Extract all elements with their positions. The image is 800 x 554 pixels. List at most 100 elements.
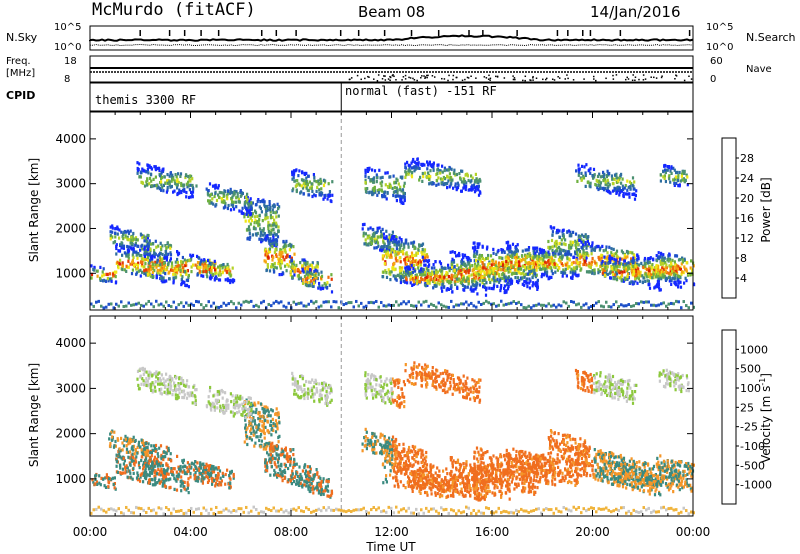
ground-scatter-cell (640, 300, 643, 303)
heatmap-cell (213, 264, 215, 267)
heatmap-cell (116, 226, 118, 229)
heatmap-cell (140, 274, 142, 277)
heatmap-cell (376, 176, 378, 179)
heatmap-cell (399, 256, 401, 259)
heatmap-cell (590, 263, 592, 266)
nave-dot (432, 75, 434, 77)
heatmap-cell (214, 192, 216, 195)
ground-scatter-cell (560, 304, 563, 307)
heatmap-cell (433, 263, 435, 266)
heatmap-cell (151, 185, 153, 188)
heatmap-cell (514, 251, 516, 254)
heatmap-cell (660, 173, 662, 176)
heatmap-cell (306, 284, 308, 287)
heatmap-cell (146, 179, 148, 182)
nave-dot (412, 78, 414, 80)
heatmap-cell (180, 191, 182, 194)
heatmap-cell (392, 231, 394, 234)
heatmap-cell (299, 191, 301, 194)
heatmap-cell (517, 267, 519, 270)
nave-dot (486, 77, 488, 79)
heatmap-cell (575, 169, 577, 172)
heatmap-cell (277, 225, 279, 228)
nave-dot (424, 77, 426, 79)
heatmap-cell (185, 284, 187, 287)
heatmap-cell (151, 472, 153, 475)
heatmap-cell (171, 269, 173, 272)
ground-scatter-cell (690, 302, 693, 305)
nave-dot (595, 80, 597, 82)
heatmap-cell (156, 481, 158, 484)
heatmap-cell (675, 266, 677, 269)
heatmap-cell (195, 184, 197, 187)
ground-scatter-cell (253, 305, 256, 308)
heatmap-cell (629, 251, 631, 254)
heatmap-cell (381, 188, 383, 191)
nsky-trace (90, 35, 693, 40)
heatmap-cell (428, 178, 430, 181)
ground-scatter-cell (203, 306, 206, 309)
nave-dot (593, 76, 595, 78)
nave-dot (360, 79, 362, 81)
ground-scatter-cell (125, 305, 128, 308)
heatmap-cell (433, 169, 435, 172)
ground-scatter-cell (220, 305, 223, 308)
heatmap-cell (520, 268, 522, 271)
heatmap-cell (393, 175, 395, 178)
heatmap-cell (416, 273, 418, 276)
freq-tick-low: 8 (64, 74, 70, 85)
heatmap-cell (150, 243, 152, 246)
heatmap-cell (179, 269, 181, 272)
heatmap-cell (405, 276, 407, 279)
heatmap-cell (127, 476, 129, 479)
heatmap-cell (621, 271, 623, 274)
heatmap-cell (386, 245, 388, 248)
ground-scatter-cell (545, 305, 548, 308)
heatmap-cell (155, 266, 157, 269)
heatmap-cell (494, 267, 496, 270)
heatmap-cell (482, 245, 484, 248)
heatmap-cell (219, 191, 221, 194)
heatmap-cell (105, 280, 107, 283)
heatmap-cell (526, 255, 528, 258)
heatmap-cell (647, 260, 649, 263)
heatmap-cell (244, 206, 246, 209)
heatmap-cell (573, 266, 575, 269)
heatmap-cell (139, 175, 141, 178)
heatmap-cell (608, 172, 610, 175)
heatmap-cell (150, 180, 152, 183)
ground-scatter-cell (298, 302, 301, 305)
heatmap-cell (527, 262, 529, 265)
heatmap-cell (362, 227, 364, 230)
ground-scatter-cell (448, 306, 451, 309)
ground-scatter-cell (295, 303, 298, 306)
heatmap-cell (572, 231, 574, 234)
heatmap-cell (466, 173, 468, 176)
heatmap-cell (618, 261, 620, 264)
heatmap-cell (396, 199, 398, 202)
heatmap-cell (114, 240, 116, 243)
heatmap-cell (324, 282, 326, 285)
ground-scatter-cell (503, 304, 506, 307)
ground-scatter-cell (533, 304, 536, 307)
ground-scatter-cell (138, 302, 141, 305)
heatmap-cell (150, 173, 152, 176)
ground-scatter-cell (555, 306, 558, 309)
nave-dot (661, 75, 663, 77)
heatmap-cell (471, 280, 473, 283)
heatmap-cell (302, 282, 304, 285)
heatmap-cell (517, 243, 519, 246)
heatmap-cell (664, 164, 666, 167)
nave-dot (616, 74, 618, 76)
heatmap-cell (679, 183, 681, 186)
heatmap-cell (378, 188, 380, 191)
heatmap-cell (385, 230, 387, 233)
heatmap-cell (594, 272, 596, 275)
nave-dot (628, 78, 630, 80)
heatmap-cell (117, 233, 119, 236)
heatmap-cell (586, 270, 588, 273)
nave-dot (408, 77, 410, 79)
heatmap-cell (630, 280, 632, 283)
heatmap-cell (231, 196, 233, 199)
